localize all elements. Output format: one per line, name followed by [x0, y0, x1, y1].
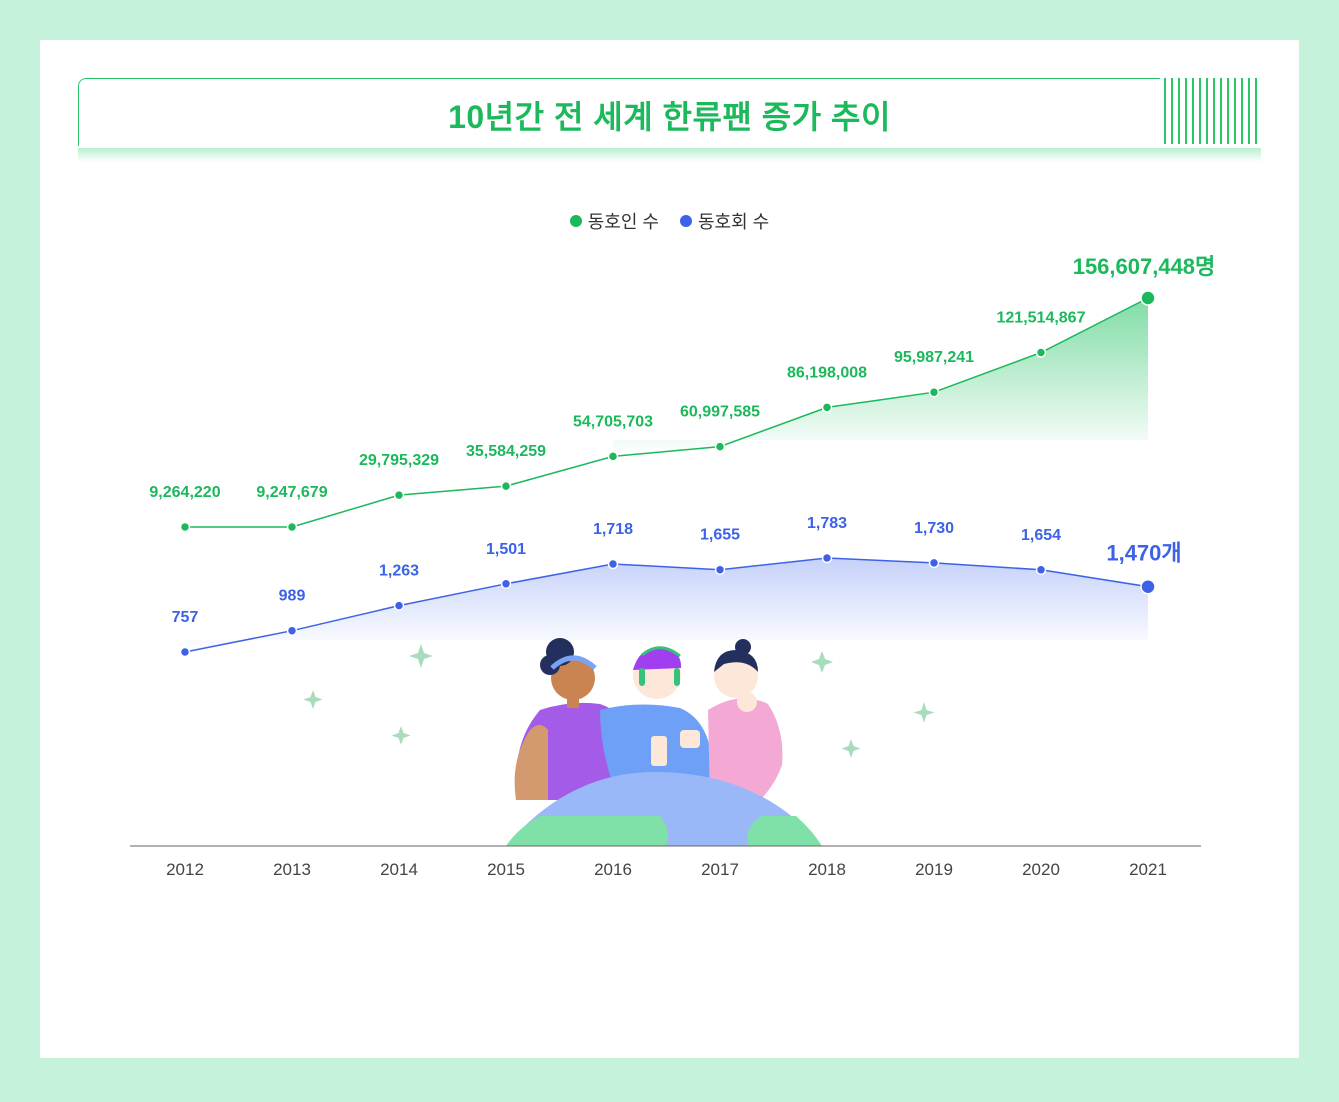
- data-label-clubs-2021: 1,470개: [1106, 541, 1181, 566]
- point-members-2013: [286, 521, 298, 533]
- x-tick-2012: 2012: [166, 860, 204, 879]
- chart-card: 10년간 전 세계 한류팬 증가 추이 동호인 수 동호회 수: [40, 40, 1299, 1058]
- legend-dot-green: [569, 215, 582, 228]
- fans-on-globe-illustration: [506, 638, 822, 846]
- data-label-members-2018: 86,198,008: [787, 364, 867, 381]
- area-fill-members: [613, 298, 1148, 457]
- point-members-2018: [821, 402, 833, 413]
- legend-label-clubs: 동호회 수: [698, 212, 770, 232]
- x-tick-2018: 2018: [808, 860, 846, 879]
- data-label-clubs-2014: 1,263: [379, 563, 419, 580]
- point-clubs-2019: [928, 557, 940, 569]
- point-members-2021: [1140, 290, 1156, 306]
- point-clubs-2014: [393, 600, 405, 611]
- point-members-2016: [607, 451, 619, 462]
- point-clubs-2016: [607, 558, 619, 570]
- point-clubs-2018: [821, 552, 833, 564]
- data-label-clubs-2016: 1,718: [593, 521, 633, 538]
- x-tick-2016: 2016: [594, 860, 632, 879]
- point-clubs-2020: [1035, 564, 1047, 576]
- x-tick-2021: 2021: [1129, 860, 1167, 879]
- chart-title: 10년간 전 세계 한류팬 증가 추이: [448, 99, 891, 135]
- point-members-2017: [714, 441, 726, 452]
- title-underline: [78, 148, 1261, 162]
- point-members-2014: [393, 489, 405, 501]
- point-clubs-2013: [286, 625, 298, 636]
- point-members-2020: [1035, 347, 1047, 358]
- data-label-members-2012: 9,264,220: [149, 484, 220, 501]
- data-label-clubs-2019: 1,730: [914, 520, 954, 537]
- area-fill-clubs: [185, 558, 1148, 652]
- x-tick-2017: 2017: [701, 860, 739, 879]
- title-frame: [78, 78, 1160, 146]
- legend-dot-blue: [680, 215, 692, 228]
- data-label-clubs-2015: 1,501: [486, 541, 526, 558]
- x-tick-2015: 2015: [487, 860, 525, 879]
- point-members-2015: [500, 480, 512, 492]
- legend: 동호인 수 동호회 수: [40, 208, 1299, 234]
- data-label-members-2021: 156,607,448명: [1073, 254, 1216, 279]
- x-tick-2019: 2019: [915, 860, 953, 879]
- title-stripes-decoration: [1164, 78, 1261, 144]
- point-members-2012: [179, 521, 191, 533]
- data-label-clubs-2013: 989: [279, 588, 306, 605]
- line-chart: 2012 2013 2014 2015 2016 2017 2018 2019 2020 2021…: [130, 254, 1216, 879]
- sparkle-decorations: [303, 644, 935, 758]
- point-clubs-2012: [179, 646, 191, 658]
- data-label-members-2019: 95,987,241: [894, 349, 974, 366]
- point-clubs-2015: [500, 578, 512, 590]
- data-label-clubs-2018: 1,783: [807, 515, 847, 532]
- x-tick-2014: 2014: [380, 860, 418, 879]
- legend-item-clubs: 동호회 수: [680, 208, 769, 234]
- legend-item-members: 동호인 수: [569, 208, 659, 234]
- data-label-members-2014: 29,795,329: [359, 452, 439, 469]
- data-label-members-2020: 121,514,867: [997, 310, 1086, 327]
- series-line-members: [185, 297, 1149, 528]
- data-label-clubs-2020: 1,654: [1021, 527, 1061, 544]
- point-members-2019: [928, 386, 940, 398]
- data-label-members-2015: 35,584,259: [466, 443, 546, 460]
- data-label-members-2017: 60,997,585: [680, 404, 760, 421]
- series-line-clubs: [184, 557, 1149, 653]
- data-label-members-2013: 9,247,679: [256, 484, 327, 501]
- x-tick-2020: 2020: [1022, 860, 1060, 879]
- data-label-clubs-2012: 757: [172, 609, 199, 626]
- x-tick-2013: 2013: [273, 860, 311, 879]
- data-label-members-2016: 54,705,703: [573, 413, 653, 430]
- data-label-clubs-2017: 1,655: [700, 527, 740, 544]
- legend-label-members: 동호인 수: [587, 212, 659, 232]
- point-clubs-2021: [1140, 578, 1156, 595]
- point-clubs-2017: [714, 564, 726, 575]
